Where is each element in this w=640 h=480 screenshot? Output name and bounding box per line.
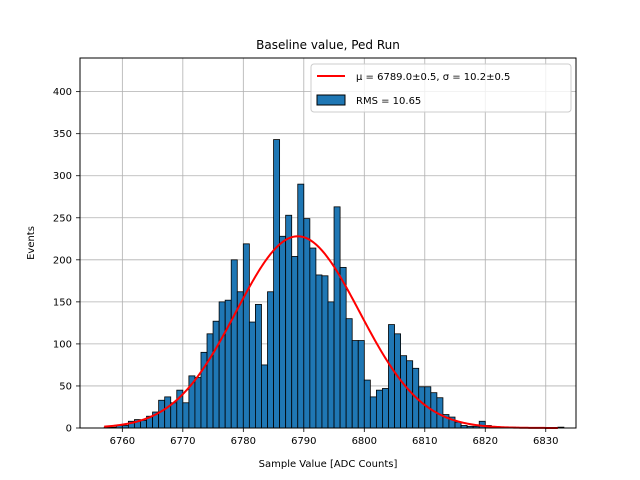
histogram-bar bbox=[357, 340, 365, 429]
plot-frame bbox=[79, 57, 577, 429]
legend-rms-label: RMS = 10.65 bbox=[356, 96, 421, 107]
histogram-bars bbox=[103, 139, 565, 429]
histogram-bar bbox=[279, 235, 287, 429]
x-tick-label: 6830 bbox=[533, 436, 558, 447]
y-axis-label: Events bbox=[26, 226, 37, 260]
histogram-bar bbox=[170, 402, 178, 429]
x-tick-label: 6820 bbox=[473, 436, 498, 447]
histogram-bar bbox=[206, 333, 214, 429]
histogram-bar bbox=[333, 206, 341, 429]
legend-fit-label: μ = 6789.0±0.5, σ = 10.2±0.5 bbox=[356, 72, 510, 83]
histogram-bar bbox=[400, 355, 408, 429]
x-tick-label: 6780 bbox=[231, 436, 256, 447]
histogram-bar bbox=[382, 388, 389, 429]
histogram-bar bbox=[255, 303, 262, 429]
legend-box bbox=[310, 63, 572, 113]
histogram-bar bbox=[297, 183, 305, 429]
histogram-bar bbox=[363, 379, 371, 429]
histogram-bar bbox=[267, 291, 274, 429]
histogram-bar bbox=[351, 340, 359, 429]
y-tick-label: 0 bbox=[66, 424, 72, 435]
y-tick-label: 100 bbox=[53, 339, 72, 350]
x-tick-label: 6770 bbox=[170, 436, 195, 447]
histogram-bar bbox=[394, 333, 401, 429]
histogram-bar bbox=[140, 420, 147, 429]
fit-curve bbox=[104, 235, 558, 429]
histogram-bar bbox=[285, 214, 293, 429]
y-tick-label: 400 bbox=[53, 87, 72, 98]
gaussian-fit bbox=[104, 235, 558, 429]
histogram-bar bbox=[321, 275, 329, 429]
histogram-bar bbox=[158, 399, 166, 429]
y-tick-label: 150 bbox=[53, 297, 72, 308]
chart-title: Baseline value, Ped Run bbox=[256, 38, 400, 52]
histogram-bar bbox=[212, 320, 220, 429]
histogram-bar bbox=[339, 266, 347, 429]
histogram-bar bbox=[303, 218, 311, 429]
histogram-bar bbox=[236, 291, 244, 429]
x-tick-label: 6790 bbox=[291, 436, 316, 447]
y-tick-label: 350 bbox=[53, 129, 72, 140]
y-axis-ticks: 0 50 100 150 200 250 300 350 400 bbox=[53, 87, 80, 435]
y-tick-label: 300 bbox=[53, 171, 72, 182]
histogram-bar bbox=[327, 301, 335, 429]
x-axis-ticks: 6760 6770 6780 6790 6800 6810 6820 6830 bbox=[110, 428, 558, 447]
histogram-bar bbox=[242, 243, 250, 429]
histogram-bar bbox=[273, 139, 281, 429]
histogram-bar bbox=[218, 301, 226, 429]
histogram-bar bbox=[164, 396, 172, 429]
histogram-bar bbox=[261, 364, 268, 429]
histogram-bar bbox=[315, 274, 323, 429]
histogram-bar bbox=[388, 324, 395, 429]
histogram-bar bbox=[182, 402, 190, 429]
histogram-bar bbox=[309, 247, 317, 429]
x-tick-label: 6810 bbox=[412, 436, 437, 447]
y-tick-label: 50 bbox=[59, 381, 72, 392]
histogram-bar bbox=[194, 377, 202, 429]
histogram-bar bbox=[345, 318, 353, 429]
histogram-bar bbox=[248, 321, 256, 429]
x-axis-label: Sample Value [ADC Counts] bbox=[259, 459, 398, 470]
histogram-bar bbox=[369, 396, 377, 429]
legend: μ = 6789.0±0.5, σ = 10.2±0.5 RMS = 10.65 bbox=[310, 63, 572, 113]
x-tick-label: 6760 bbox=[110, 436, 135, 447]
histogram-bar bbox=[418, 386, 426, 429]
histogram-bar bbox=[224, 299, 232, 429]
histogram-bar bbox=[375, 389, 383, 429]
histogram-bar bbox=[230, 259, 238, 429]
histogram-bar bbox=[291, 256, 299, 429]
y-tick-label: 250 bbox=[53, 213, 72, 224]
y-tick-label: 200 bbox=[53, 255, 72, 266]
x-tick-label: 6800 bbox=[352, 436, 377, 447]
legend-rms-swatch bbox=[316, 94, 346, 106]
